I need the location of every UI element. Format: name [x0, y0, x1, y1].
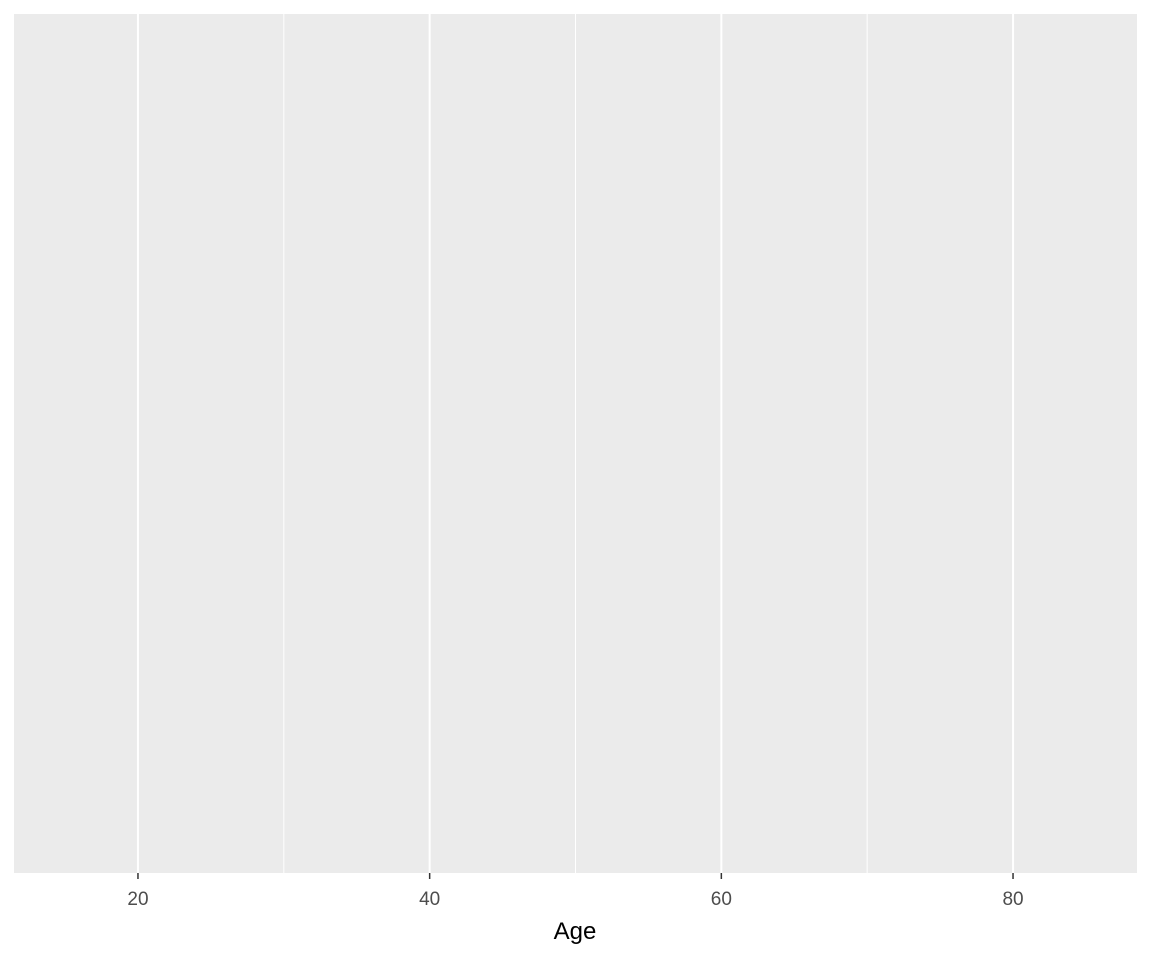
minor-grid	[283, 14, 868, 873]
major-grid	[136, 14, 1015, 873]
x-tick-label: 40	[419, 889, 440, 910]
x-axis-tick-labels: 20 40 60 80	[127, 889, 1023, 910]
x-tick-label: 60	[711, 889, 732, 910]
x-axis-ticks	[137, 873, 1014, 879]
x-axis-title: Age	[554, 918, 597, 945]
x-tick-label: 20	[127, 889, 148, 910]
x-tick-label: 80	[1002, 889, 1023, 910]
